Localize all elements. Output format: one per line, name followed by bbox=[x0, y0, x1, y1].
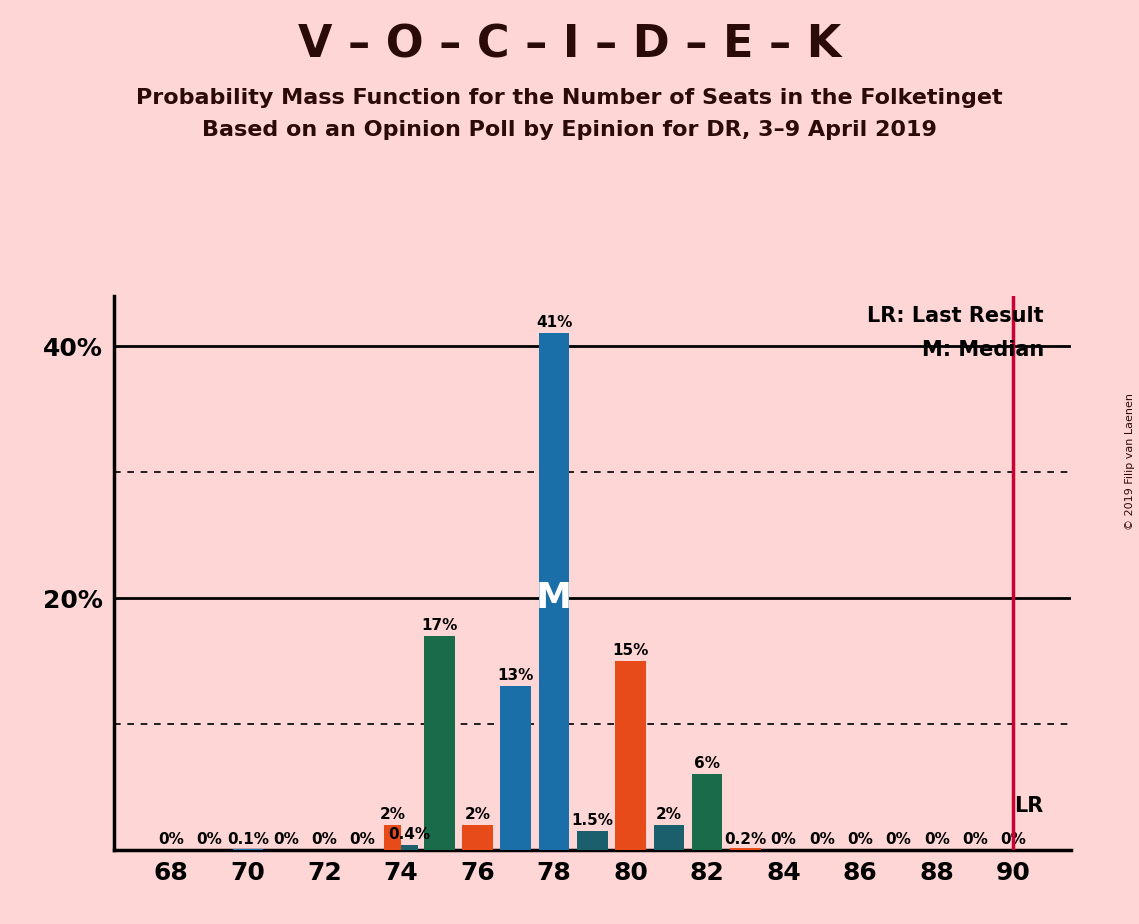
Text: Probability Mass Function for the Number of Seats in the Folketinget: Probability Mass Function for the Number… bbox=[137, 88, 1002, 108]
Text: 0%: 0% bbox=[847, 832, 874, 847]
Text: 1.5%: 1.5% bbox=[572, 813, 613, 828]
Text: M: Median: M: Median bbox=[921, 340, 1043, 359]
Bar bbox=[462, 825, 493, 850]
Bar bbox=[615, 661, 646, 850]
Text: 0%: 0% bbox=[311, 832, 337, 847]
Bar bbox=[730, 847, 761, 850]
Bar bbox=[500, 687, 531, 850]
Text: © 2019 Filip van Laenen: © 2019 Filip van Laenen bbox=[1125, 394, 1134, 530]
Text: 15%: 15% bbox=[613, 643, 649, 658]
Text: 0%: 0% bbox=[350, 832, 376, 847]
Text: 0%: 0% bbox=[771, 832, 796, 847]
Text: 0%: 0% bbox=[197, 832, 222, 847]
Text: Based on an Opinion Poll by Epinion for DR, 3–9 April 2019: Based on an Opinion Poll by Epinion for … bbox=[202, 120, 937, 140]
Text: 0.4%: 0.4% bbox=[388, 827, 431, 842]
Text: 0.1%: 0.1% bbox=[227, 832, 269, 847]
Bar bbox=[654, 825, 685, 850]
Text: 0%: 0% bbox=[158, 832, 185, 847]
Text: V – O – C – I – D – E – K: V – O – C – I – D – E – K bbox=[298, 23, 841, 67]
Bar bbox=[232, 849, 263, 850]
Bar bbox=[424, 636, 454, 850]
Text: 0%: 0% bbox=[962, 832, 988, 847]
Bar bbox=[577, 832, 607, 850]
Bar bbox=[401, 845, 418, 850]
Text: M: M bbox=[536, 581, 572, 615]
Text: 0.2%: 0.2% bbox=[724, 832, 767, 847]
Bar bbox=[691, 774, 722, 850]
Text: 2%: 2% bbox=[656, 807, 682, 821]
Text: 17%: 17% bbox=[421, 618, 458, 633]
Text: 0%: 0% bbox=[924, 832, 950, 847]
Bar bbox=[539, 334, 570, 850]
Text: LR: Last Result: LR: Last Result bbox=[867, 306, 1043, 326]
Text: 0%: 0% bbox=[273, 832, 300, 847]
Text: 2%: 2% bbox=[465, 807, 491, 821]
Text: 41%: 41% bbox=[535, 315, 572, 331]
Text: 0%: 0% bbox=[885, 832, 911, 847]
Text: 2%: 2% bbox=[379, 807, 405, 821]
Text: 13%: 13% bbox=[498, 668, 534, 683]
Text: LR: LR bbox=[1015, 796, 1043, 816]
Text: 0%: 0% bbox=[809, 832, 835, 847]
Bar bbox=[384, 825, 401, 850]
Text: 0%: 0% bbox=[1000, 832, 1026, 847]
Text: 6%: 6% bbox=[694, 757, 720, 772]
